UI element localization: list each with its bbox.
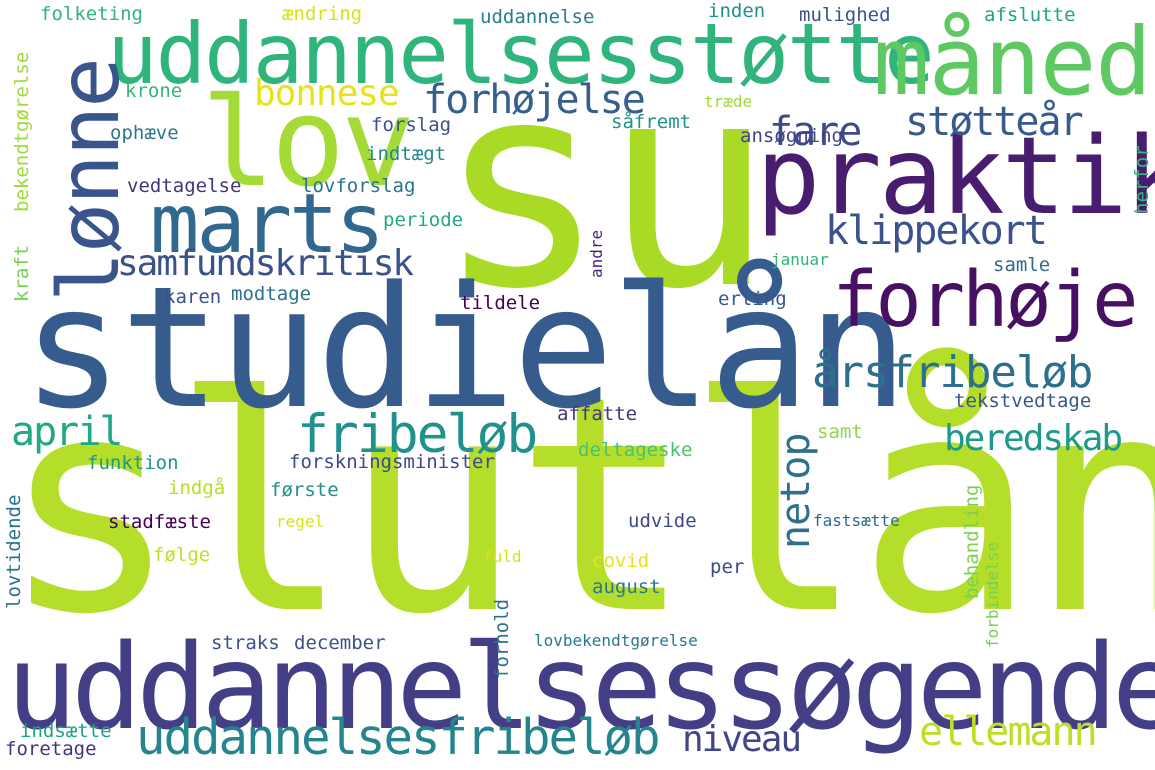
word-foerste: første [270,479,339,501]
word-lovforslag: lovforslag [301,175,416,197]
word-traede: træde [704,92,753,111]
word-fuld: fuld [483,547,522,566]
word-aendring: ændring [282,3,363,25]
word-fastsaette: fastsætte [813,511,900,530]
word-april: april [11,409,123,455]
word-samt: samt [817,421,863,443]
word-december: december [294,632,386,654]
word-bonnese: bonnese [254,73,400,114]
word-forhoejelse: forhøjelse [423,77,646,123]
word-covid: covid [592,550,650,572]
word-saafremt: såfremt [611,111,692,133]
word-bekendtgoerelse: bekendtgørelse [11,51,33,212]
word-krone: krone [125,80,183,102]
word-funktion: funktion [87,452,179,474]
word-mulighed: mulighed [799,4,891,26]
word-andre: andre [587,229,606,278]
word-samfundskritisk: samfundskritisk [117,243,414,284]
word-maaned: måned [873,8,1152,117]
word-foretage: foretage [5,738,97,760]
word-straks: straks [211,632,280,654]
word-deltageske: deltageske [578,439,693,461]
word-erling: erling [718,288,787,310]
word-affatte: affatte [557,403,638,425]
word-marts: marts [150,177,385,272]
word-su: su [436,20,774,351]
word-fribeloeb: fribeløb [297,404,538,465]
word-inden: inden [708,0,766,22]
word-uddannelsessoegende: uddannelsessøgende [6,618,1155,756]
word-beredskab: beredskab [944,418,1123,459]
word-ansoegning: ansøgning [740,125,843,147]
word-studielaan: studielån [22,250,908,446]
word-stoetteaar: støtteår [905,99,1084,145]
word-praktik: praktik [756,115,1155,239]
word-modtage: modtage [231,283,312,305]
word-forbindelse: forbindelse [983,542,1002,648]
word-lovbekendtgoerelse: lovbekendtgørelse [534,631,698,650]
word-forhold: forhold [491,598,513,679]
word-regel: regel [276,512,325,531]
word-karen: karen [164,286,222,308]
word-uddannelse: uddannelse [480,6,595,28]
word-periode: periode [383,209,464,231]
word-behandling: behandling [961,484,983,599]
word-klippekort: klippekort [825,208,1048,254]
word-stadfaeste: stadfæste [108,511,211,533]
word-lovtidende: lovtidende [3,494,25,609]
word-ellemann: ellemann [919,709,1098,755]
word-uddannelsesfribeloeb: uddannelsesfribeløb [136,709,661,766]
word-forslag: forslag [371,114,452,136]
word-fare: fare [769,109,862,155]
word-niveau: niveau [682,719,802,760]
word-kraft: kraft [11,244,33,302]
word-samle: samle [993,254,1051,276]
word-tekstvedtage: tekstvedtage [954,390,1092,412]
word-per: per [710,556,745,578]
word-uddannelsesstoette: uddannelsesstøtte [107,5,935,103]
word-afslutte: afslutte [984,4,1076,26]
word-indgaa: indgå [168,477,226,499]
word-tildele: tildele [460,292,541,314]
word-udvide: udvide [628,510,697,532]
word-aarsfribeloeb: årsfribeløb [812,347,1093,398]
word-vedtagelse: vedtagelse [127,175,242,197]
word-indtaegt: indtægt [366,143,447,165]
word-ophaeve: ophæve [110,122,179,144]
word-foelge: følge [153,544,211,566]
word-lov: lov [201,72,415,215]
word-august: august [592,576,661,598]
word-forskningsminister: forskningsminister [289,451,495,473]
word-forhoeje: forhøje [832,256,1139,345]
word-slutlaan: slutlån [0,333,1155,680]
word-netop: netop [773,433,819,549]
word-herfor: herfor [1131,145,1153,214]
word-folketing: folketing [40,3,143,25]
word-indsaette: indsætte [20,720,112,742]
word-januar: januar [771,250,829,269]
